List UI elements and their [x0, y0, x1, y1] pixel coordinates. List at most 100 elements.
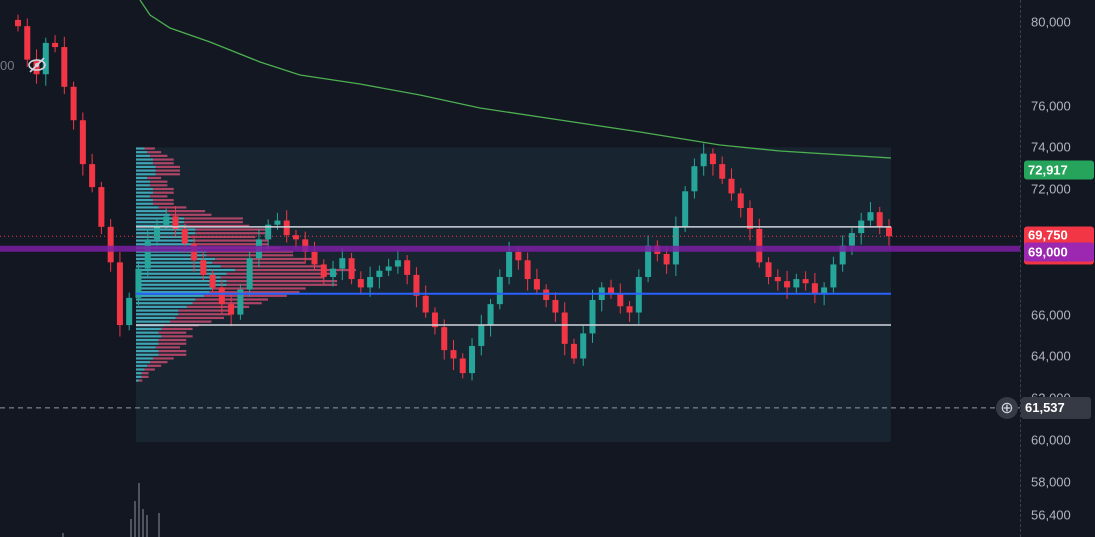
volume-profile-bar-up: [136, 320, 170, 323]
volume-profile-bar-up: [136, 180, 151, 183]
candle-body: [886, 226, 892, 237]
candle-body: [635, 276, 642, 313]
candle-body: [163, 216, 170, 225]
candle-body: [876, 212, 883, 227]
volume-profile-bar-up: [136, 335, 162, 338]
candle-body: [589, 299, 596, 334]
candle-body: [228, 304, 235, 315]
candle-body: [404, 260, 411, 275]
candle-body: [246, 258, 253, 290]
plus-circle-icon[interactable]: ⊕: [996, 396, 1018, 419]
candle-body: [469, 345, 476, 374]
volume-profile-bar-up: [136, 224, 187, 227]
volume-profile-bar-up: [136, 302, 193, 305]
volume-profile-bar-up: [136, 261, 213, 264]
candle-body: [700, 153, 707, 167]
candle-body: [116, 262, 123, 326]
volume-profile-bar-up: [136, 349, 159, 353]
volume-profile-bar-down: [167, 210, 206, 213]
candle-body: [663, 253, 670, 265]
candle-body: [765, 262, 772, 277]
volume-profile-bar-up: [136, 357, 153, 360]
volume-profile-bar-down: [189, 235, 256, 238]
volume-profile-bar-down: [195, 232, 268, 235]
candle-body: [608, 287, 615, 294]
candle-body: [478, 325, 485, 346]
candle-body: [376, 270, 383, 277]
volume-profile-bar-up: [136, 361, 151, 364]
candle-body: [774, 276, 781, 282]
left-cut-price-label: 00: [0, 58, 15, 73]
candle-body: [302, 239, 309, 252]
level-price-badge: 69,000: [1024, 242, 1094, 262]
volume-profile-bar-down: [215, 257, 312, 261]
candle-body: [848, 233, 855, 246]
candle-body: [292, 235, 299, 240]
price-chart[interactable]: [0, 0, 1020, 537]
volume-profile-bar-up: [136, 221, 185, 224]
volume-profile-bar-down: [152, 187, 174, 191]
volume-profile-bar-up: [136, 291, 210, 294]
candle-body: [441, 327, 448, 351]
moving-average-line: [139, 0, 892, 159]
volume-profile-bar-up: [136, 147, 145, 150]
candle-body: [719, 164, 726, 179]
volume-profile-bar-down: [169, 320, 212, 323]
volume-profile-bar-up: [136, 184, 151, 187]
volume-profile-bar-up: [136, 346, 156, 349]
volume-profile-bar-down: [158, 342, 187, 345]
volume-profile-bar-up: [136, 191, 153, 194]
volume-profile-bar-down: [195, 243, 268, 246]
volume-profile-bar-down: [178, 313, 231, 316]
volume-profile-bar-up: [136, 276, 221, 279]
candle-body: [691, 166, 698, 192]
candle-body: [357, 279, 364, 288]
candle-body: [135, 268, 142, 298]
volume-profile-bar-down: [155, 165, 180, 169]
candle-body: [570, 343, 577, 359]
crosshair-price-badge-value: 61,537: [1025, 399, 1065, 415]
candle-body: [330, 268, 337, 277]
price-tick-label: 76,000: [1031, 98, 1071, 114]
candle-body: [385, 266, 392, 271]
candle-body: [89, 164, 96, 188]
candle-body: [459, 358, 466, 374]
volume-profile-bar-down: [169, 213, 212, 216]
price-tick-label: 60,000: [1031, 432, 1071, 448]
volume-profile-bar-down: [152, 158, 174, 161]
volume-profile-bar-down: [226, 283, 338, 286]
ma-price-badge: 72,917: [1024, 160, 1094, 180]
volume-profile-bar-up: [136, 239, 196, 242]
volume-profile-bar-down: [150, 361, 168, 364]
price-axis[interactable]: 80,00076,00074,00072,00066,00064,00062,0…: [1020, 0, 1095, 537]
volume-profile-bar-up: [136, 372, 142, 375]
candle-body: [70, 86, 77, 121]
volume-profile-bar-down: [184, 217, 243, 220]
volume-profile-bar-down: [195, 228, 268, 231]
level-price-badge-value: 69,000: [1028, 244, 1068, 260]
volume-profile-bar-down: [186, 224, 250, 227]
volume-profile-bar-up: [136, 327, 162, 331]
candle-body: [543, 289, 550, 300]
candle-body: [209, 274, 216, 288]
volume-profile-bar-down: [158, 353, 187, 356]
volume-bar: [62, 533, 64, 537]
volume-profile-bar-up: [136, 294, 204, 297]
candle-body: [79, 120, 86, 165]
price-tick-label: 66,000: [1031, 307, 1071, 323]
volume-profile-bar-up: [136, 338, 159, 342]
eye-crossed-icon[interactable]: [26, 54, 48, 76]
chart-plot-area[interactable]: 00: [0, 0, 1020, 537]
volume-profile-bar-down: [158, 349, 187, 353]
candle-body: [524, 260, 531, 280]
volume-bar: [142, 509, 144, 537]
candle-body: [52, 42, 59, 48]
volume-profile-bar-down: [141, 375, 149, 378]
volume-profile-bar-down: [184, 221, 243, 224]
volume-profile-bar-up: [136, 309, 179, 312]
candle-body: [413, 274, 420, 296]
volume-profile-bar-up: [136, 176, 148, 180]
volume-profile-bar-up: [136, 268, 235, 272]
volume-profile-bar-down: [152, 191, 174, 194]
volume-profile-bar-down: [155, 169, 180, 172]
